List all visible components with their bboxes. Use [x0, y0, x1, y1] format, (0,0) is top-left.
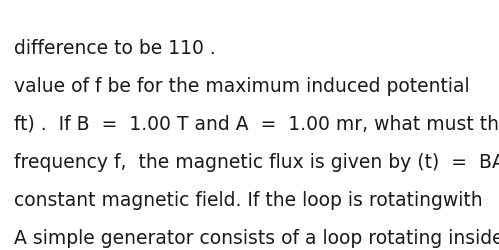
Text: frequency f,  the magnetic flux is given by (t)  =  BAcos(2: frequency f, the magnetic flux is given … [14, 152, 499, 171]
Text: constant magnetic field. If the loop is rotatingwith: constant magnetic field. If the loop is … [14, 190, 483, 209]
Text: difference to be 110 .: difference to be 110 . [14, 39, 216, 58]
Text: value of f be for the maximum induced potential: value of f be for the maximum induced po… [14, 77, 470, 96]
Text: A simple generator consists of a loop rotating inside a: A simple generator consists of a loop ro… [14, 228, 499, 247]
Text: ft) .  If B  =  1.00 T and A  =  1.00 mr, what must the: ft) . If B = 1.00 T and A = 1.00 mr, wha… [14, 114, 499, 134]
